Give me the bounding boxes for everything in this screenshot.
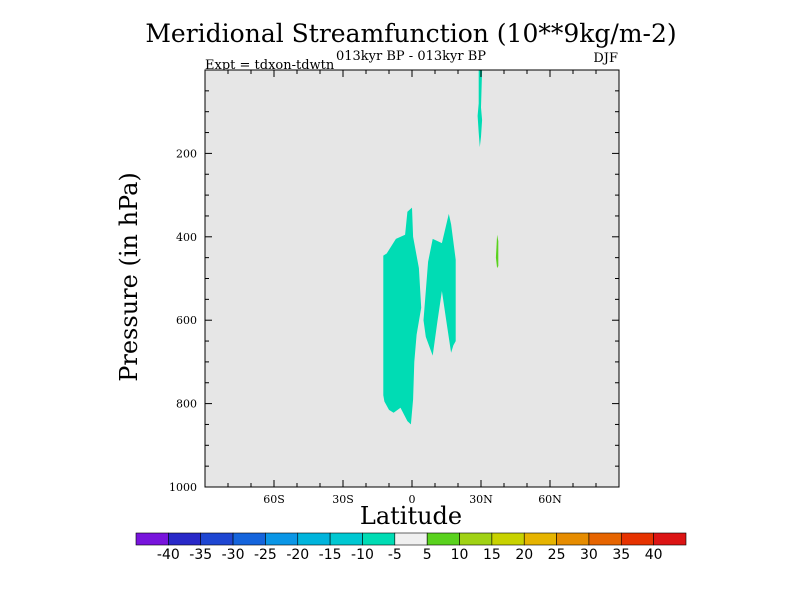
colorbar-label: 25 bbox=[548, 547, 566, 563]
chart-subtitle: 013kyr BP - 013kyr BP bbox=[336, 49, 486, 64]
colorbar-label: -5 bbox=[388, 547, 402, 563]
colorbar-box bbox=[394, 532, 428, 546]
colorbar-label: 5 bbox=[423, 547, 432, 563]
colorbar-box bbox=[362, 532, 396, 546]
contour-region-3 bbox=[477, 70, 483, 148]
colorbar-label: 30 bbox=[580, 547, 598, 563]
colorbar-label: 35 bbox=[612, 547, 630, 563]
y-tick-label: 1000 bbox=[169, 481, 197, 494]
colorbar-box bbox=[556, 532, 590, 546]
colorbar-box bbox=[200, 532, 234, 546]
colorbar-box bbox=[297, 532, 331, 546]
plot-area: 60S 30S 0 30N 60N 200 400 600 800 1000 bbox=[169, 69, 620, 506]
colorbar-box bbox=[426, 532, 460, 546]
colorbar-box bbox=[265, 532, 299, 546]
colorbar-box bbox=[168, 532, 202, 546]
colorbar-box bbox=[329, 532, 363, 546]
season-label: DJF bbox=[593, 51, 618, 66]
contour-region-4 bbox=[495, 234, 499, 269]
colorbar-label: -10 bbox=[351, 547, 374, 563]
y-tick-label: 600 bbox=[176, 314, 197, 327]
colorbar-label: 20 bbox=[515, 547, 533, 563]
colorbar-label: 40 bbox=[645, 547, 663, 563]
colorbar-label: -15 bbox=[319, 547, 342, 563]
x-tick-label: 0 bbox=[409, 493, 416, 506]
axis-ticks: 60S 30S 0 30N 60N 200 400 600 800 1000 bbox=[169, 69, 620, 506]
y-tick-label: 400 bbox=[176, 231, 197, 244]
x-tick-label: 60N bbox=[538, 493, 562, 506]
colorbar-label: -20 bbox=[286, 547, 309, 563]
colorbar-box bbox=[459, 532, 493, 546]
colorbar-label: -25 bbox=[254, 547, 277, 563]
y-tick-label: 200 bbox=[176, 147, 197, 160]
contour-region-1 bbox=[383, 207, 422, 425]
colorbar-box bbox=[523, 532, 557, 546]
colorbar-box bbox=[653, 532, 687, 546]
experiment-label: Expt = tdxon-tdwtn bbox=[205, 58, 335, 73]
colorbar-box bbox=[620, 532, 654, 546]
colorbar: -40 -35 -30 -25 -20 -15 -10 -5 5 10 15 20 25 30 35 40 bbox=[135, 532, 687, 563]
contour-region-2 bbox=[423, 213, 456, 356]
x-tick-label: 60S bbox=[263, 493, 285, 506]
contour-regions bbox=[383, 70, 499, 425]
colorbar-box bbox=[135, 532, 169, 546]
colorbar-label: -40 bbox=[157, 547, 180, 563]
chart-title: Meridional Streamfunction (10**9kg/m-2) bbox=[145, 19, 676, 48]
colorbar-box bbox=[588, 532, 622, 546]
y-tick-label: 800 bbox=[176, 398, 197, 411]
colorbar-box bbox=[491, 532, 525, 546]
colorbar-label: -30 bbox=[222, 547, 245, 563]
colorbar-label: 10 bbox=[451, 547, 469, 563]
x-tick-label: 30N bbox=[469, 493, 493, 506]
x-tick-label: 30S bbox=[332, 493, 354, 506]
colorbar-label: -35 bbox=[189, 547, 212, 563]
colorbar-box bbox=[232, 532, 266, 546]
colorbar-label: 15 bbox=[483, 547, 501, 563]
x-axis-label: Latitude bbox=[360, 502, 462, 530]
y-axis-label: Pressure (in hPa) bbox=[115, 172, 143, 382]
